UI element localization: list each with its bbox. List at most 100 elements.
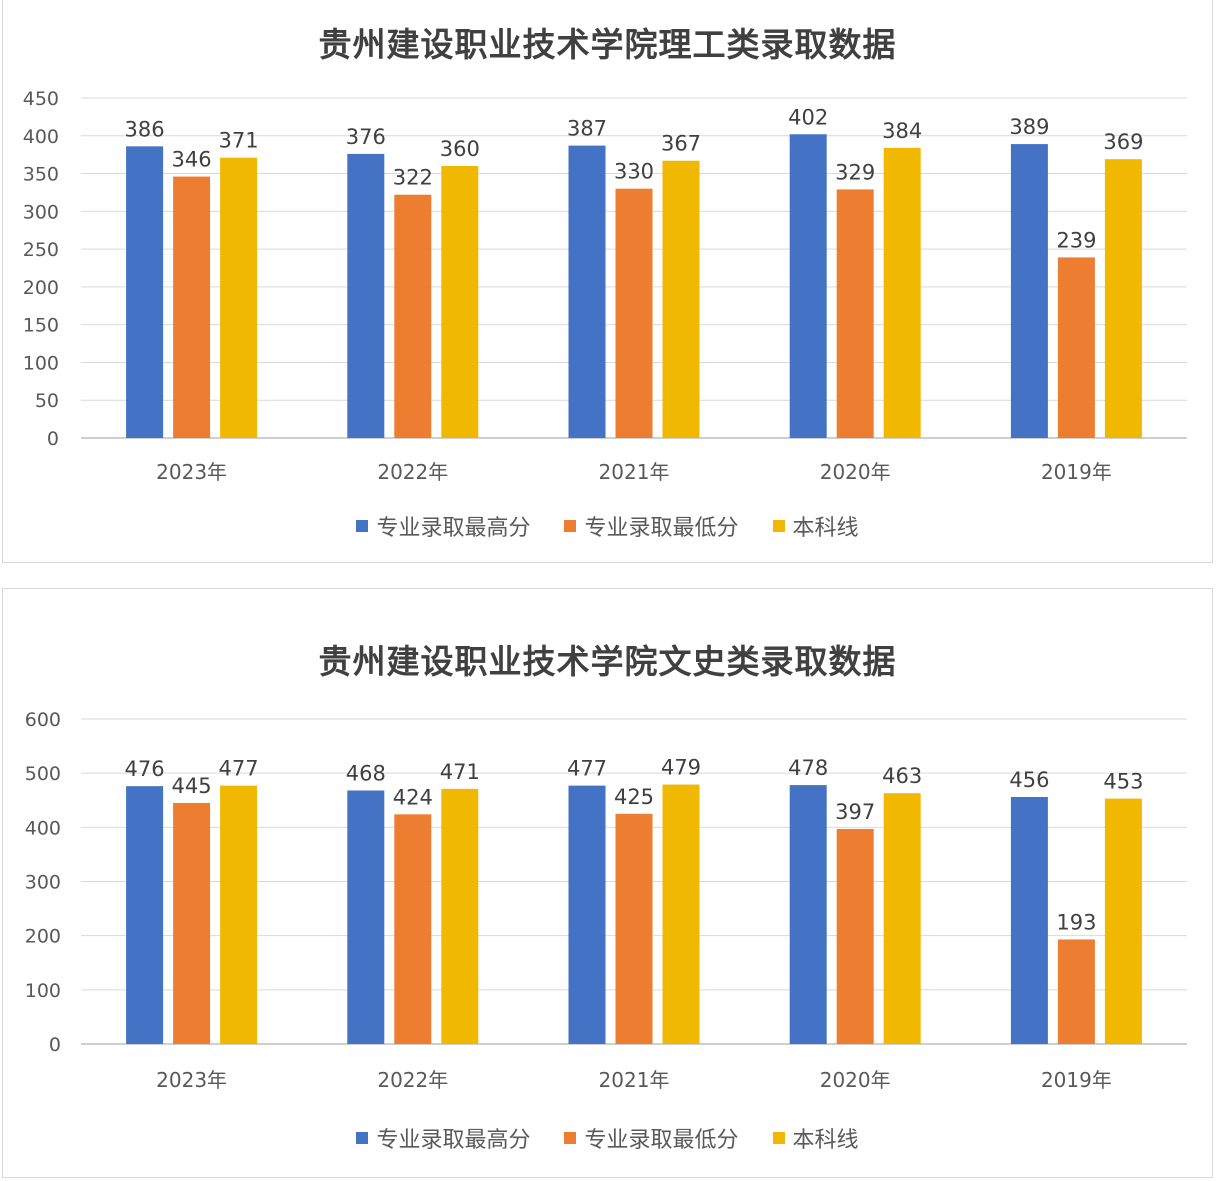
legend-item: 专业录取最低分 [564, 1122, 739, 1154]
legend-item: 专业录取最低分 [564, 510, 739, 542]
y-tick-label: 150 [23, 315, 59, 337]
data-label: 479 [661, 756, 701, 780]
data-label: 389 [1009, 115, 1049, 139]
y-tick-label: 350 [23, 164, 59, 186]
data-label: 386 [125, 117, 165, 141]
data-label: 468 [346, 762, 386, 786]
chart-legend: 专业录取最高分 专业录取最低分 本科线 [3, 510, 1212, 542]
bar [1104, 159, 1142, 438]
data-label: 371 [219, 129, 259, 153]
x-tick-label: 2019年 [1041, 1068, 1112, 1092]
bar [441, 166, 479, 438]
legend-label: 专业录取最高分 [376, 1128, 531, 1153]
y-tick-label: 400 [25, 817, 61, 839]
y-tick-label: 0 [49, 1034, 61, 1056]
data-label: 387 [567, 117, 607, 141]
data-label: 402 [788, 105, 828, 129]
data-label: 346 [172, 148, 212, 172]
y-tick-label: 450 [23, 88, 59, 110]
bar [662, 784, 700, 1044]
x-tick-label: 2022年 [377, 1068, 448, 1092]
legend-label: 专业录取最低分 [584, 516, 739, 541]
bar [220, 157, 258, 438]
y-tick-label: 0 [47, 428, 59, 450]
data-label: 322 [393, 166, 433, 190]
data-label: 369 [1103, 130, 1143, 154]
bar [836, 189, 874, 438]
data-label: 456 [1009, 768, 1049, 792]
bar [347, 153, 385, 438]
bar [394, 194, 432, 438]
bar [1057, 257, 1095, 438]
bar [662, 160, 700, 438]
y-tick-label: 100 [23, 352, 59, 374]
bar [173, 176, 211, 439]
legend-label: 专业录取最低分 [584, 1128, 739, 1153]
data-label: 397 [835, 800, 875, 824]
x-tick-label: 2022年 [377, 460, 448, 484]
y-tick-label: 300 [25, 872, 61, 894]
bar [789, 134, 827, 438]
y-tick-label: 100 [25, 980, 61, 1002]
legend-swatch [564, 520, 577, 532]
legend-item: 本科线 [772, 1122, 859, 1154]
chart-legend: 专业录取最高分 专业录取最低分 本科线 [3, 1122, 1212, 1154]
y-tick-label: 500 [25, 763, 61, 785]
bar [220, 785, 258, 1044]
bar [789, 785, 827, 1044]
x-tick-label: 2021年 [599, 460, 670, 484]
y-tick-label: 200 [23, 277, 59, 299]
legend-swatch [772, 1132, 785, 1144]
x-tick-label: 2020年 [820, 460, 891, 484]
bar [394, 814, 432, 1044]
bar [126, 146, 164, 438]
data-label: 424 [393, 785, 433, 809]
bar [173, 802, 211, 1044]
data-label: 477 [219, 757, 259, 781]
x-tick-label: 2021年 [599, 1068, 670, 1092]
data-label: 453 [1103, 770, 1143, 794]
bar [1057, 939, 1095, 1044]
legend-swatch [356, 1132, 369, 1144]
data-label: 478 [788, 756, 828, 780]
y-tick-label: 250 [23, 239, 59, 261]
chart-plot-liberal-arts: 0 100 200 300 400 500 600 476 445 477 2023年 468 424 4… [25, 709, 1187, 1092]
chart-title: 贵州建设职业技术学院文史类录取数据 [318, 642, 897, 681]
legend-label: 本科线 [792, 516, 859, 541]
legend-swatch [356, 520, 369, 532]
data-label: 477 [567, 757, 607, 781]
x-tick-label: 2023年 [156, 460, 227, 484]
y-tick-label: 50 [35, 390, 59, 412]
y-tick-label: 300 [23, 201, 59, 223]
legend-item: 专业录取最高分 [356, 510, 530, 542]
legend-item: 本科线 [772, 510, 859, 542]
bar [1010, 797, 1048, 1044]
data-label: 367 [661, 132, 701, 156]
data-label: 330 [614, 160, 654, 184]
data-label: 476 [125, 757, 165, 781]
legend-swatch [772, 520, 785, 532]
bar [568, 785, 606, 1044]
bar [883, 793, 921, 1044]
data-label: 360 [440, 137, 480, 161]
data-label: 384 [882, 119, 922, 143]
bar [1010, 144, 1048, 439]
data-label: 471 [440, 760, 480, 784]
y-tick-label: 400 [23, 126, 59, 148]
data-label: 376 [346, 125, 386, 149]
chart-plot-science: 0 50 100 150 200 250 300 350 400 450 386 346 371 2023… [23, 88, 1187, 484]
data-label: 193 [1056, 910, 1096, 934]
x-tick-label: 2019年 [1041, 460, 1112, 484]
bar [441, 788, 479, 1044]
legend-item: 专业录取最高分 [356, 1122, 530, 1154]
bar [126, 786, 164, 1044]
legend-label: 专业录取最高分 [376, 516, 531, 541]
x-tick-label: 2023年 [156, 1068, 227, 1092]
bar [1104, 798, 1142, 1044]
data-label: 239 [1056, 228, 1096, 252]
y-tick-label: 200 [25, 926, 61, 948]
bar [615, 188, 653, 438]
data-label: 425 [614, 785, 654, 809]
x-tick-label: 2020年 [820, 1068, 891, 1092]
chart-panel-science: 贵州建设职业技术学院理工类录取数据 0 50 100 150 200 250 300 350 4… [2, 0, 1213, 563]
